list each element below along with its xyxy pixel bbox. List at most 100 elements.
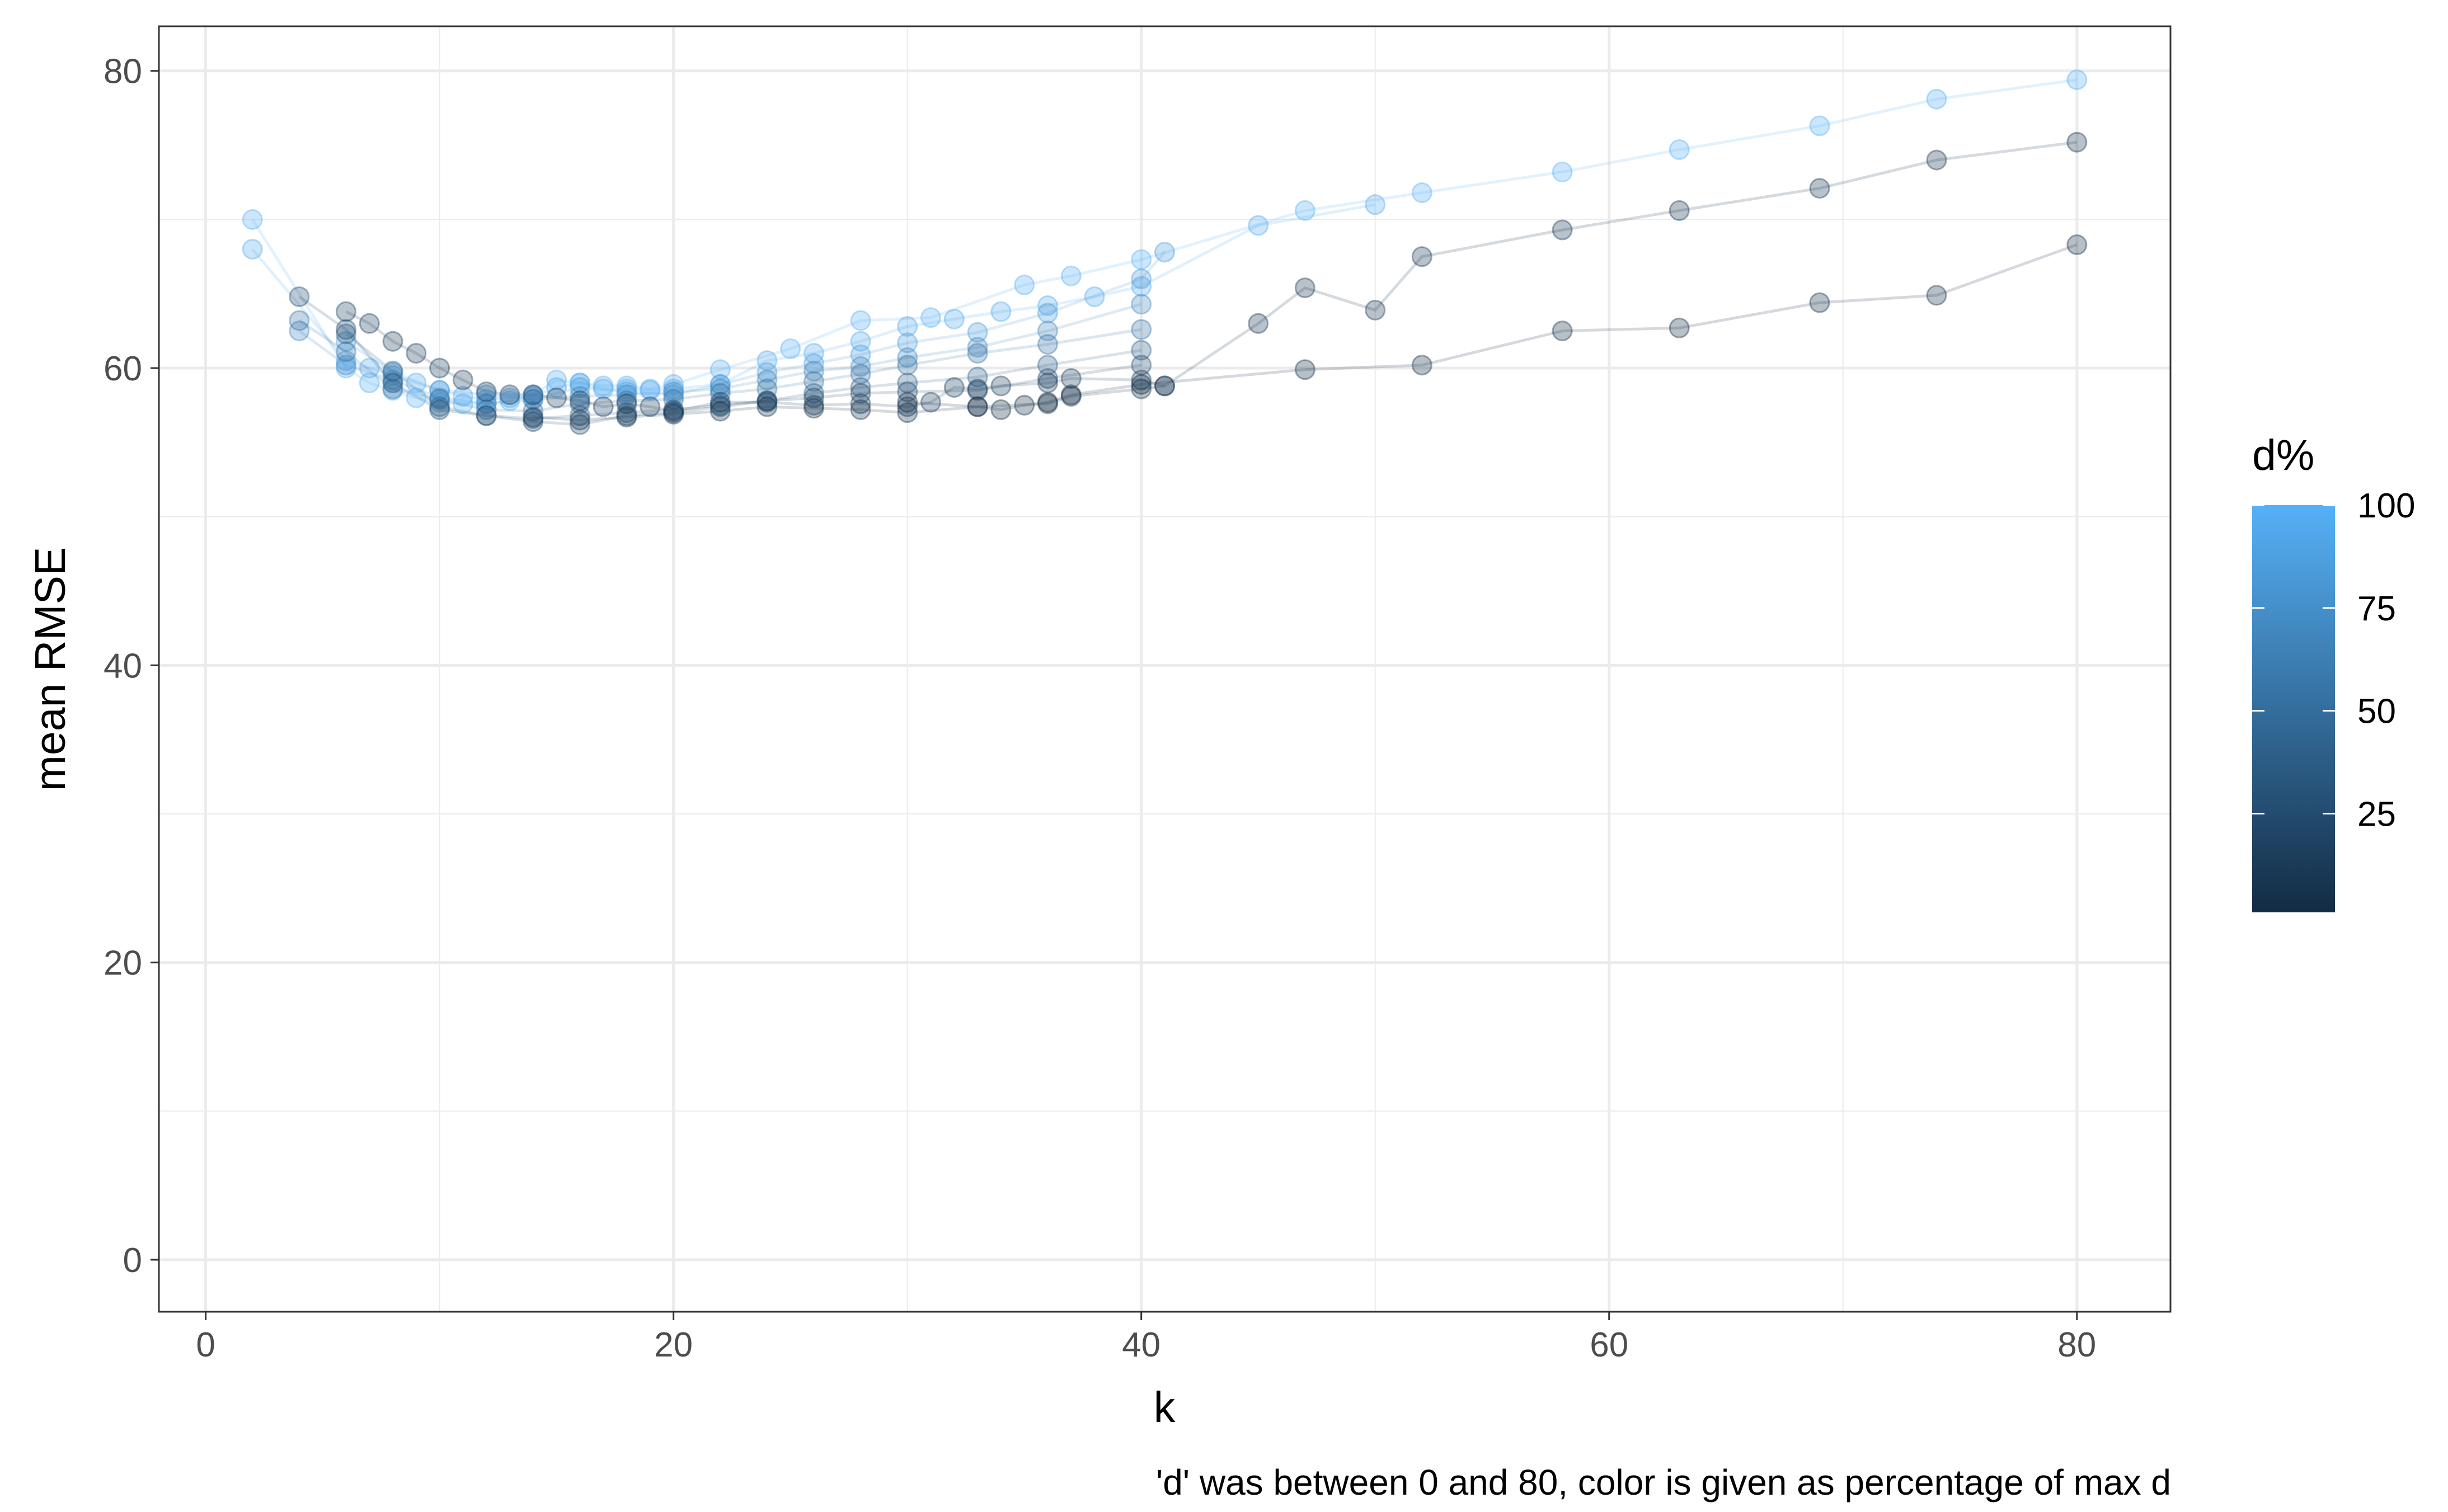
- legend: d% 25 50 75 100: [2252, 431, 2415, 912]
- data-point: [1809, 292, 1830, 313]
- x-axis: 0 20 40 60 80: [196, 1312, 2096, 1364]
- data-point: [546, 377, 567, 398]
- x-tick-label: 0: [196, 1326, 215, 1364]
- legend-tick-label: 75: [2357, 590, 2396, 628]
- data-point: [1131, 319, 1152, 340]
- data-point: [757, 350, 778, 371]
- data-point: [1131, 249, 1152, 270]
- data-point: [850, 331, 871, 352]
- data-point: [359, 373, 380, 394]
- data-point: [710, 378, 731, 399]
- data-point: [897, 392, 918, 413]
- y-tick-label: 60: [104, 350, 142, 388]
- data-point: [710, 383, 731, 404]
- data-point: [569, 390, 590, 411]
- data-point: [2066, 234, 2088, 255]
- data-point: [757, 390, 778, 411]
- data-point: [990, 375, 1012, 397]
- data-point: [1037, 373, 1058, 394]
- data-point: [663, 374, 684, 395]
- data-point: [967, 322, 988, 343]
- x-tick-label: 20: [654, 1326, 693, 1364]
- data-point: [242, 239, 263, 260]
- data-point: [1037, 393, 1058, 414]
- x-tick-label: 40: [1122, 1326, 1160, 1364]
- data-point: [967, 337, 988, 358]
- data-point: [523, 386, 544, 407]
- data-point: [569, 373, 590, 394]
- data-point: [382, 369, 403, 390]
- data-point: [1294, 277, 1315, 299]
- data-point: [920, 392, 941, 413]
- data-point: [804, 360, 824, 381]
- data-point: [640, 380, 661, 401]
- data-point: [850, 344, 871, 365]
- data-point: [710, 374, 731, 395]
- data-point: [523, 384, 544, 406]
- data-point: [476, 384, 497, 406]
- data-point: [523, 389, 544, 410]
- data-point: [897, 396, 918, 417]
- data-point: [663, 389, 684, 410]
- data-point: [242, 209, 263, 230]
- legend-colorbar: [2252, 505, 2335, 912]
- data-point: [569, 377, 590, 398]
- y-axis: 0 20 40 60 80: [104, 53, 159, 1280]
- data-point: [335, 341, 356, 362]
- data-point: [1037, 355, 1058, 376]
- data-point: [1131, 340, 1152, 361]
- data-point: [1084, 286, 1105, 307]
- data-point: [1809, 178, 1830, 199]
- data-point: [523, 408, 544, 429]
- data-point: [804, 371, 824, 392]
- data-point: [2066, 69, 2088, 91]
- data-point: [1014, 274, 1035, 295]
- data-point: [710, 374, 731, 395]
- data-point: [429, 396, 450, 417]
- data-point: [335, 357, 356, 379]
- series-line: [251, 78, 2078, 406]
- legend-tick-label: 25: [2357, 795, 2396, 834]
- data-point: [897, 402, 918, 423]
- data-point: [920, 307, 941, 328]
- data-point: [850, 399, 871, 420]
- data-point: [1669, 317, 1690, 338]
- data-point: [1131, 378, 1152, 399]
- data-point: [804, 394, 824, 416]
- data-point: [406, 387, 427, 408]
- data-point: [1294, 359, 1315, 380]
- data-point: [476, 405, 497, 426]
- data-point: [593, 396, 614, 417]
- data-point: [663, 402, 684, 423]
- data-point: [1037, 334, 1058, 355]
- data-point: [1365, 194, 1386, 215]
- data-point: [2066, 131, 2088, 153]
- data-point: [897, 332, 918, 354]
- data-point: [546, 369, 567, 390]
- data-point: [1552, 161, 1573, 182]
- data-point: [990, 399, 1012, 420]
- data-point: [359, 313, 380, 334]
- series-line: [533, 140, 2078, 422]
- data-point: [429, 399, 450, 420]
- data-point: [967, 343, 988, 364]
- data-point: [289, 286, 310, 307]
- data-point: [663, 378, 684, 399]
- data-point: [943, 308, 965, 329]
- data-point: [757, 362, 778, 383]
- data-point: [804, 383, 824, 404]
- x-tick-label: 60: [1590, 1326, 1628, 1364]
- data-point: [569, 409, 590, 431]
- legend-ticks: 25 50 75 100: [2252, 487, 2415, 834]
- data-point: [616, 402, 637, 423]
- data-point: [616, 375, 637, 397]
- data-point: [757, 378, 778, 399]
- data-point: [1014, 394, 1035, 416]
- x-axis-title: k: [1154, 1383, 1176, 1431]
- data-point: [616, 378, 637, 399]
- legend-tick-label: 50: [2357, 693, 2396, 731]
- data-point: [452, 386, 473, 407]
- data-point: [476, 393, 497, 414]
- data-point: [569, 414, 590, 435]
- data-point: [476, 399, 497, 420]
